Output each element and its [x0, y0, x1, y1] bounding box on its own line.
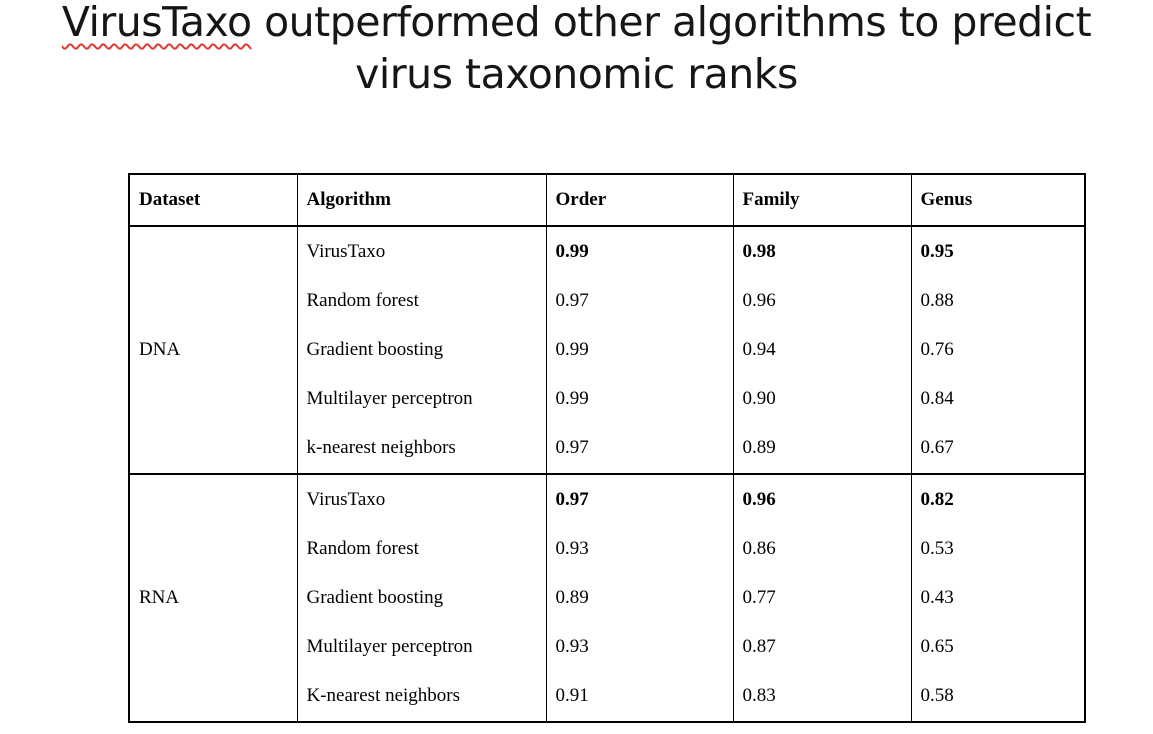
genus-cell: 0.53 — [910, 524, 1086, 574]
genus-cell: 0.43 — [910, 573, 1086, 623]
header-algorithm: Algorithm — [296, 174, 547, 227]
header-dataset: Dataset — [128, 174, 298, 227]
slide-title: VirusTaxo outperformed other algorithms … — [0, 0, 1153, 100]
algorithm-cell: Multilayer perceptron — [296, 374, 547, 424]
table-row-dna-1: DNA VirusTaxo 0.99 0.98 0.95 — [128, 226, 1086, 474]
dataset-label-dna: DNA — [128, 226, 298, 474]
algorithm-cell: VirusTaxo — [296, 226, 547, 277]
family-cell: 0.89 — [732, 423, 912, 474]
dataset-label-rna: RNA — [128, 472, 298, 722]
family-cell: 0.83 — [732, 671, 912, 722]
genus-cell: 0.58 — [910, 671, 1086, 722]
table-row-rna-5: K-nearest neighbors 0.91 0.83 0.58 — [129, 671, 1086, 722]
title-misspelled-word: VirusTaxo — [61, 0, 252, 46]
algorithm-cell: Gradient boosting — [296, 325, 547, 375]
family-cell: 0.87 — [732, 622, 912, 672]
table-row-rna-2: Random forest 0.93 0.86 0.53 — [129, 524, 1086, 574]
order-cell: 0.89 — [545, 573, 734, 623]
genus-cell: 0.88 — [910, 276, 1086, 326]
order-cell: 0.99 — [545, 374, 734, 424]
family-cell: 0.94 — [732, 325, 912, 375]
order-cell: 0.99 — [545, 325, 734, 375]
header-order: Order — [545, 174, 734, 227]
genus-cell: 0.95 — [910, 226, 1086, 277]
table-row-dna-5: k-nearest neighbors 0.97 0.89 0.67 — [129, 423, 1086, 474]
family-cell: 0.96 — [732, 472, 912, 525]
family-cell: 0.86 — [732, 524, 912, 574]
order-cell: 0.97 — [545, 472, 734, 525]
family-cell: 0.98 — [732, 226, 912, 277]
order-cell: 0.97 — [545, 276, 734, 326]
algorithm-cell: Random forest — [296, 524, 547, 574]
order-cell: 0.97 — [545, 423, 734, 474]
genus-cell: 0.65 — [910, 622, 1086, 672]
table-row-dna-3: Gradient boosting 0.99 0.94 0.76 — [129, 325, 1086, 375]
genus-cell: 0.84 — [910, 374, 1086, 424]
order-cell: 0.99 — [545, 226, 734, 277]
algorithm-cell: k-nearest neighbors — [296, 423, 547, 474]
genus-cell: 0.82 — [910, 472, 1086, 525]
order-cell: 0.93 — [545, 622, 734, 672]
family-cell: 0.77 — [732, 573, 912, 623]
order-cell: 0.93 — [545, 524, 734, 574]
genus-cell: 0.67 — [910, 423, 1086, 474]
title-line-2: virus taxonomic ranks — [355, 50, 798, 98]
table-row-rna-3: Gradient boosting 0.89 0.77 0.43 — [129, 573, 1086, 623]
genus-cell: 0.76 — [910, 325, 1086, 375]
family-cell: 0.90 — [732, 374, 912, 424]
header-genus: Genus — [910, 174, 1086, 227]
title-line-1: VirusTaxo outperformed other algorithms … — [0, 0, 1153, 48]
header-family: Family — [732, 174, 912, 227]
table-row-dna-2: Random forest 0.97 0.96 0.88 — [129, 276, 1086, 326]
family-cell: 0.96 — [732, 276, 912, 326]
table-row-dna-4: Multilayer perceptron 0.99 0.90 0.84 — [129, 374, 1086, 424]
table-row-rna-1: RNA VirusTaxo 0.97 0.96 0.82 — [128, 472, 1086, 722]
algorithm-cell: Multilayer perceptron — [296, 622, 547, 672]
order-cell: 0.91 — [545, 671, 734, 722]
results-table: Dataset Algorithm Order Family Genus DNA… — [128, 173, 1086, 723]
algorithm-cell: VirusTaxo — [296, 472, 547, 525]
table-row-rna-4: Multilayer perceptron 0.93 0.87 0.65 — [129, 622, 1086, 672]
algorithm-cell: K-nearest neighbors — [296, 671, 547, 722]
algorithm-cell: Gradient boosting — [296, 573, 547, 623]
algorithm-cell: Random forest — [296, 276, 547, 326]
table-header-row: Dataset Algorithm Order Family Genus — [128, 174, 1086, 227]
title-line-1-rest: outperformed other algorithms to predict — [251, 0, 1092, 46]
